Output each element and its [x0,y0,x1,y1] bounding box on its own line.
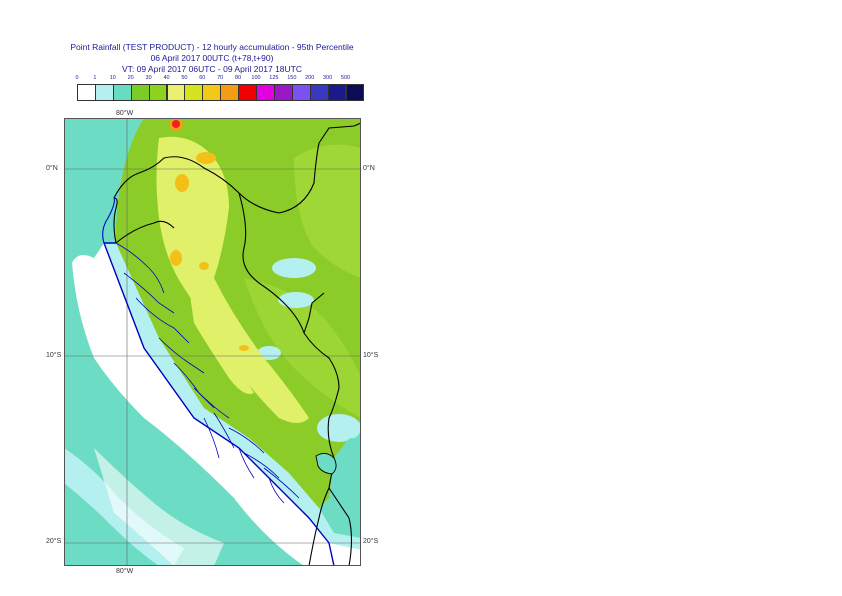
coastline [103,242,335,566]
legend-swatch [291,84,311,101]
map-title: Point Rainfall (TEST PRODUCT) - 12 hourl… [70,42,354,52]
legend-threshold-label: 150 [287,75,297,81]
lat-label-right-20: 20°S [363,538,379,545]
legend-swatch [77,84,96,101]
legend-threshold-label: 30 [145,75,152,81]
legend-threshold-label: 100 [251,75,261,81]
legend-threshold-label: 10 [109,75,116,81]
legend-threshold-label: 60 [199,75,206,81]
country-borders [113,122,361,566]
legend-threshold-label: 0 [75,75,79,81]
admin-boundaries [115,242,310,519]
legend-swatch [202,84,222,101]
legend-swatch [130,84,150,101]
lat-label-right-0: 0°N [363,165,375,172]
legend-threshold-label: 500 [340,75,351,81]
dry-zone [72,243,361,566]
lat-label-left-10: 10°S [46,352,62,359]
legend-swatch [166,84,186,101]
legend-threshold-label: 80 [235,75,242,81]
legend-threshold-label: 20 [127,75,134,81]
map-frame [64,118,361,566]
run-time: 06 April 2017 00UTC (t+78,t+90) [150,53,274,63]
legend-threshold-label: 125 [269,75,279,81]
red-maximum [172,120,180,128]
lat-label-left-20: 20°S [46,538,62,545]
legend-swatch [327,84,347,101]
legend-threshold-label: 40 [163,75,170,81]
legend-swatch [220,84,240,101]
orange-hotspot [196,152,216,164]
legend-swatch [148,84,168,101]
legend-swatch [345,84,365,101]
lake-titicaca [315,453,337,475]
legend-swatch [238,84,257,101]
lon-label-bottom: 80°W [116,568,134,575]
legend-swatch [184,84,204,101]
legend-threshold-label: 70 [217,75,224,81]
lat-label-right-10: 10°S [363,352,379,359]
valid-time: VT: 09 April 2017 06UTC - 09 April 2017 … [121,64,302,74]
legend-swatch [309,84,329,101]
interior-light-patch [272,258,316,278]
legend-threshold-label: 50 [181,75,188,81]
legend-swatch [273,84,293,101]
coastal-light-band [104,243,361,550]
lat-label-left-0: 0°N [46,165,58,172]
legend-swatch [256,84,275,101]
legend-swatch [94,84,114,101]
legend-threshold-label: 300 [323,75,333,81]
legend-swatch [112,84,132,101]
lon-label-top: 80°W [116,110,134,117]
legend-threshold-label: 200 [305,75,315,81]
andes-high-band [156,136,309,423]
legend-threshold-label: 1 [93,75,97,81]
rainfall-map [64,118,361,566]
